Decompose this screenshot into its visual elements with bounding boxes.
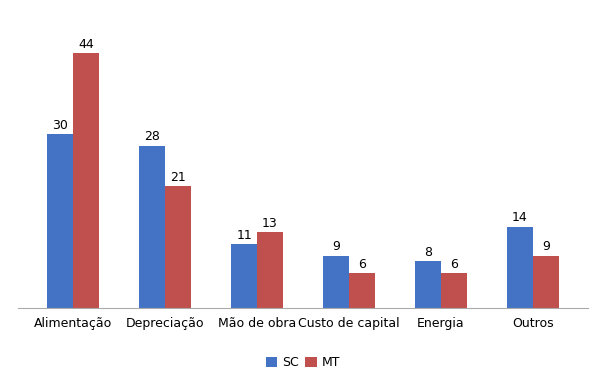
Bar [415, 261, 441, 308]
Bar [441, 273, 467, 308]
Text: 28: 28 [144, 130, 160, 144]
Legend: SC, MT: SC, MT [261, 351, 345, 374]
Bar [165, 186, 191, 308]
Bar [257, 232, 283, 308]
Text: 30: 30 [52, 119, 68, 132]
Text: 21: 21 [170, 171, 186, 184]
Bar [231, 244, 257, 308]
Text: 9: 9 [542, 240, 550, 253]
Text: 14: 14 [512, 211, 528, 224]
Text: 6: 6 [358, 258, 366, 270]
Text: 9: 9 [332, 240, 340, 253]
Bar [533, 255, 559, 308]
Bar [323, 255, 349, 308]
Text: 11: 11 [236, 229, 252, 242]
Text: 6: 6 [450, 258, 458, 270]
Text: 13: 13 [262, 217, 278, 230]
Bar [349, 273, 375, 308]
Bar [73, 53, 99, 307]
Bar [139, 146, 165, 308]
Text: 44: 44 [78, 38, 94, 51]
Text: 8: 8 [424, 246, 432, 259]
Bar [507, 226, 533, 308]
Bar [47, 134, 73, 308]
